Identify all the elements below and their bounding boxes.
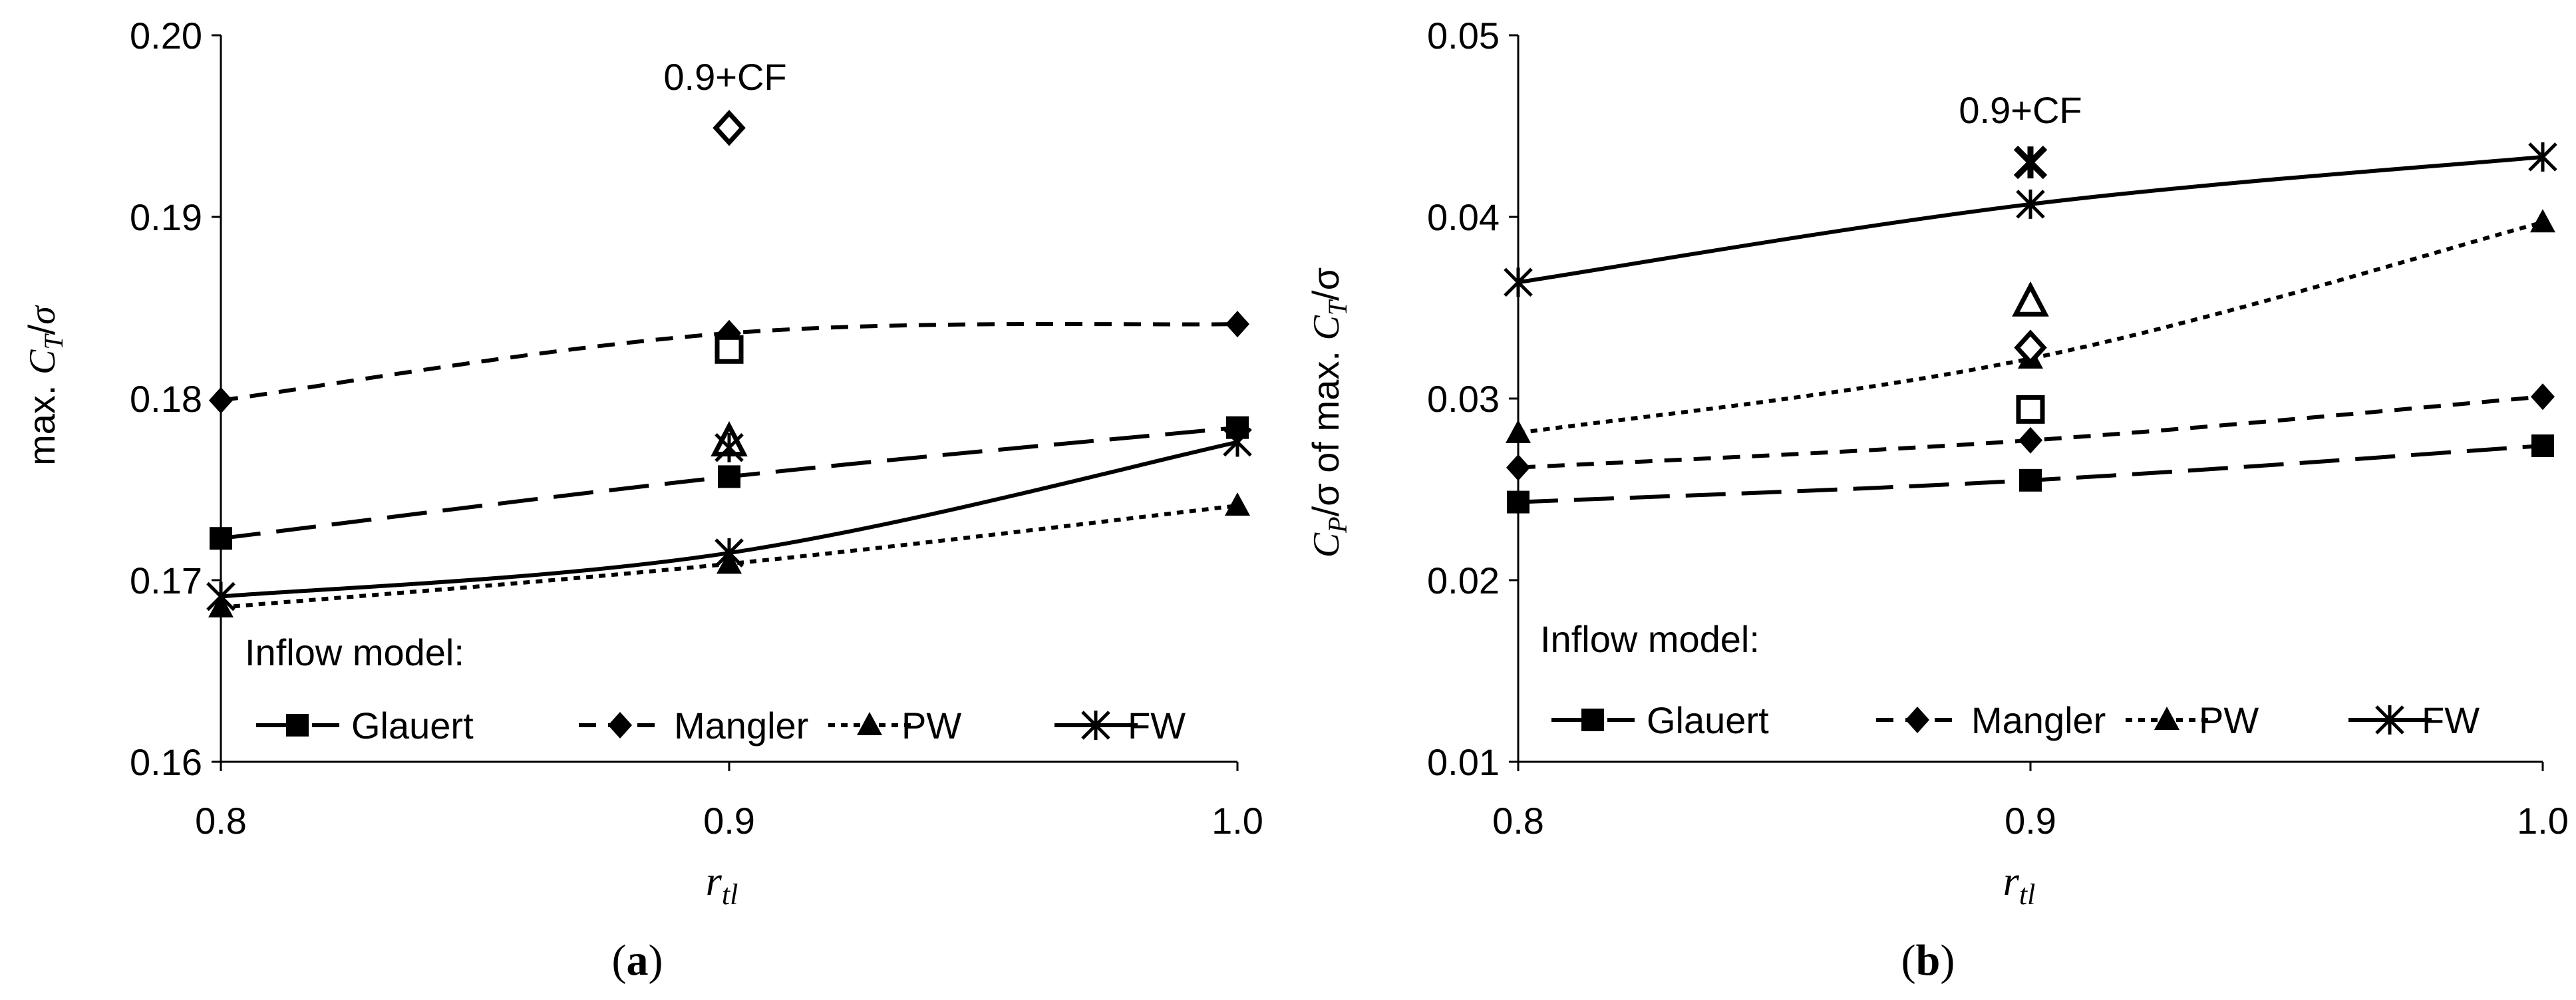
panel-a-cf-point-fw [715, 432, 744, 462]
panel-b-legend-marker-mangler [1905, 707, 1929, 733]
panel-a-point-fw [206, 582, 236, 611]
panel-b-legend-title: Inflow model: [1540, 618, 1760, 660]
panel-b-legend-marker-pw [2154, 707, 2179, 730]
panel-a-caption: (a) [612, 936, 663, 985]
panel-a-x-tick-label: 1.0 [1211, 800, 1263, 842]
panel-a-point-mangler [1225, 311, 1249, 338]
panel-b-point-fw [1504, 267, 1533, 297]
panel-a-legend-item-fw: FW [1054, 705, 1186, 747]
panel-b-caption: (b) [1901, 936, 1955, 985]
panel-a-x-tick-label: 0.8 [195, 800, 247, 842]
panel-b-y-tick-label: 0.01 [1427, 741, 1500, 783]
panel-b-y-tick-label: 0.02 [1427, 560, 1500, 601]
panel-a-x-axis-label: rtl [706, 859, 738, 911]
panel-b-legend-label-fw: FW [2422, 699, 2480, 741]
panel-b-legend-label-glauert: Glauert [1647, 699, 1769, 741]
panel-b-x-ticks: 0.8 0.9 1.0 [1492, 762, 2569, 842]
panel-a-legend-marker-mangler [608, 712, 632, 739]
panel-b-cf-point-pw [2012, 281, 2049, 317]
panel-a-x-tick-label: 0.9 [703, 800, 755, 842]
panel-a-y-tick-label: 0.20 [130, 15, 202, 57]
panel-b-point-fw [2016, 189, 2045, 219]
panel-b-legend: Glauert Mangler PW FW [1551, 699, 2480, 741]
panel-a-annotation: 0.9+CF [663, 56, 786, 98]
panel-b-y-tick-label: 0.03 [1427, 378, 1500, 420]
panel-a-y-tick-label: 0.18 [130, 378, 202, 420]
panel-b-x-axis-label: rtl [2003, 859, 2036, 911]
panel-b-y-tick-label: 0.05 [1427, 15, 1500, 57]
panel-b-legend-item-pw: PW [2126, 699, 2259, 741]
panel-a-cf-points [711, 110, 748, 462]
panel-a-legend-label-pw: PW [901, 705, 961, 747]
panel-b-cf-point-mangler [2014, 329, 2047, 366]
panel-a-point-glauert [210, 527, 232, 550]
panel-b-x-tick-label: 0.9 [2005, 800, 2056, 842]
panel-a-legend-label-fw: FW [1128, 705, 1186, 747]
panel-b-point-mangler [2531, 383, 2555, 411]
panel-b-y-ticks: 0.01 0.02 0.03 0.04 0.05 [1427, 15, 1518, 783]
panel-a-cf-point-glauert [715, 335, 744, 364]
panel-b-point-glauert [1507, 490, 1530, 514]
panel-b-legend-item-glauert: Glauert [1551, 699, 1769, 741]
panel-a-point-mangler [209, 387, 233, 414]
panel-b-legend-item-fw: FW [2348, 699, 2480, 741]
panel-b-legend-marker-glauert [1581, 709, 1604, 731]
panel-a-legend-marker-fw [1081, 711, 1110, 740]
panel-a-y-tick-label: 0.17 [130, 560, 202, 601]
panel-b-annotation: 0.9+CF [1959, 89, 2082, 131]
panel-a-legend-label-glauert: Glauert [351, 705, 474, 747]
panel-b-point-glauert [2531, 434, 2554, 457]
panel-a-legend-marker-pw [857, 712, 882, 735]
panel-a-legend: Glauert Mangler PW FW [256, 705, 1186, 747]
panel-a-point-pw [1225, 492, 1250, 516]
panel-b-legend-label-mangler: Mangler [1971, 699, 2106, 741]
panel-a-legend-item-mangler: Mangler [579, 705, 808, 747]
panel-a-legend-item-pw: PW [828, 705, 961, 747]
panel-b-cf-point-fw [2013, 145, 2048, 180]
panel-a-legend-item-glauert: Glauert [256, 705, 474, 747]
panel-b-point-mangler [2018, 426, 2042, 454]
panel-a-legend-label-mangler: Mangler [674, 705, 808, 747]
panel-b-line-pw [1518, 220, 2543, 435]
panel-b-point-glauert [2019, 468, 2042, 492]
panel-a-point-fw [1223, 427, 1252, 457]
panel-a-legend-marker-glauert [286, 714, 309, 737]
panel-b-legend-label-pw: PW [2199, 699, 2259, 741]
panel-a-y-ticks: 0.16 0.17 0.18 0.19 0.20 [130, 15, 221, 783]
panel-b-y-axis-label: CP/σ of max. CT/σ [1305, 267, 1353, 558]
panel-b-legend-marker-fw [2375, 705, 2404, 735]
panel-b-y-tick-label: 0.04 [1427, 196, 1500, 238]
panel-b-point-pw [1506, 419, 1531, 443]
panel-b: 0.01 0.02 0.03 0.04 0.05 0.8 0.9 1.0 0.9+CF CP… [1305, 15, 2569, 985]
panel-b-legend-item-mangler: Mangler [1876, 699, 2106, 741]
panel-a-point-fw [715, 538, 744, 568]
panel-b-x-tick-label: 0.8 [1492, 800, 1544, 842]
panel-b-cf-point-glauert [2016, 395, 2045, 424]
panel-a-legend-title: Inflow model: [245, 631, 464, 673]
panel-a-y-axis-label: max. CT/σ [21, 305, 69, 466]
panel-b-point-fw [2528, 142, 2557, 172]
panel-a: 0.16 0.17 0.18 0.19 0.20 0.8 0.9 1.0 0.9+CF ma… [21, 15, 1263, 985]
panel-a-y-tick-label: 0.19 [130, 196, 202, 238]
panel-b-cf-points [2012, 145, 2049, 424]
panel-b-point-pw [2530, 209, 2555, 233]
panel-a-point-glauert [718, 465, 740, 488]
panel-a-series [206, 311, 1252, 617]
panel-a-cf-point-mangler [713, 110, 746, 146]
panel-b-series [1504, 142, 2557, 514]
panel-a-x-ticks: 0.8 0.9 1.0 [195, 762, 1263, 842]
panel-a-y-tick-label: 0.16 [130, 741, 202, 783]
panel-b-point-mangler [1506, 454, 1530, 481]
panel-b-x-tick-label: 1.0 [2517, 800, 2569, 842]
